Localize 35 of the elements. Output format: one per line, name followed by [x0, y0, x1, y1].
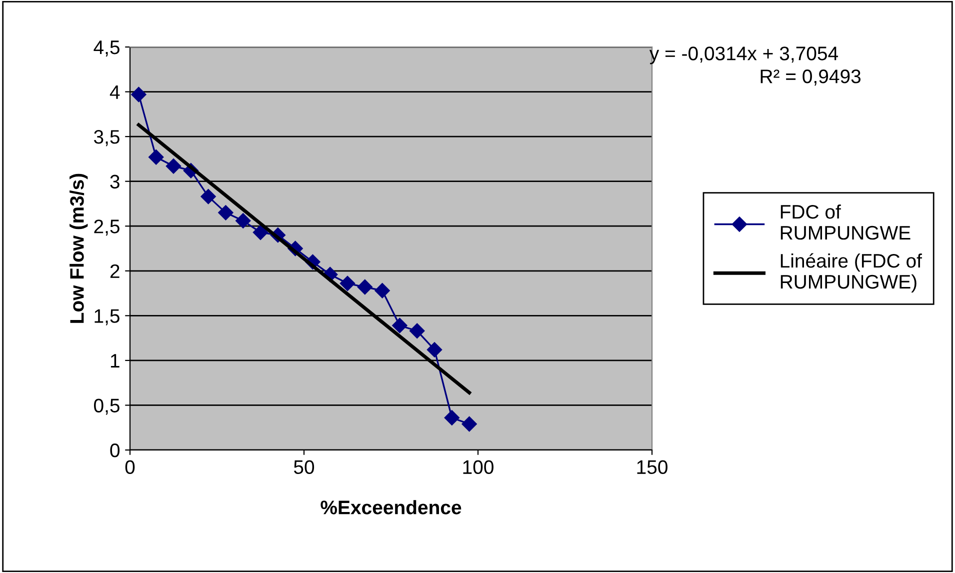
y-tick-label: 1,5 — [94, 309, 120, 326]
point — [340, 276, 356, 291]
legend-label: Linéaire (FDC of RUMPUNGWE) — [780, 253, 922, 293]
x-tick-label: 50 — [294, 460, 314, 474]
point — [236, 213, 251, 228]
point — [252, 224, 268, 240]
y-axis-title: Low Flow (m3/s) — [70, 174, 88, 323]
y-tick-label: 3,5 — [94, 130, 120, 146]
point — [218, 205, 234, 220]
y-tick-label: 3 — [110, 174, 120, 189]
y-tick-label: 4 — [110, 85, 120, 99]
y-tick-label: 2 — [110, 264, 120, 278]
y-tick-label: 4,5 — [94, 40, 120, 57]
point — [200, 188, 216, 204]
y-tick-label: 1 — [110, 354, 120, 368]
legend-label: FDC of RUMPUNGWE — [780, 204, 910, 240]
point — [426, 342, 442, 358]
point — [131, 86, 146, 102]
text: R² = 0,9493 — [760, 70, 861, 86]
point — [392, 318, 408, 334]
x-axis-title: %Exceendence — [320, 500, 462, 514]
annotation: y = -0,0314x + 3,7054 — [649, 46, 838, 64]
point — [357, 279, 372, 295]
y-tick-label: 2,5 — [94, 220, 120, 236]
point — [444, 410, 460, 426]
x-tick-label: 150 — [637, 460, 668, 474]
x-tick-label: 0 — [125, 460, 135, 474]
x-tick-label: 100 — [463, 460, 494, 474]
y-tick-label: 0 — [110, 443, 120, 458]
point — [148, 150, 164, 165]
point — [410, 323, 425, 338]
point — [374, 283, 390, 298]
point — [166, 158, 182, 174]
point — [462, 416, 477, 432]
y-tick-label: 0,5 — [94, 398, 120, 415]
